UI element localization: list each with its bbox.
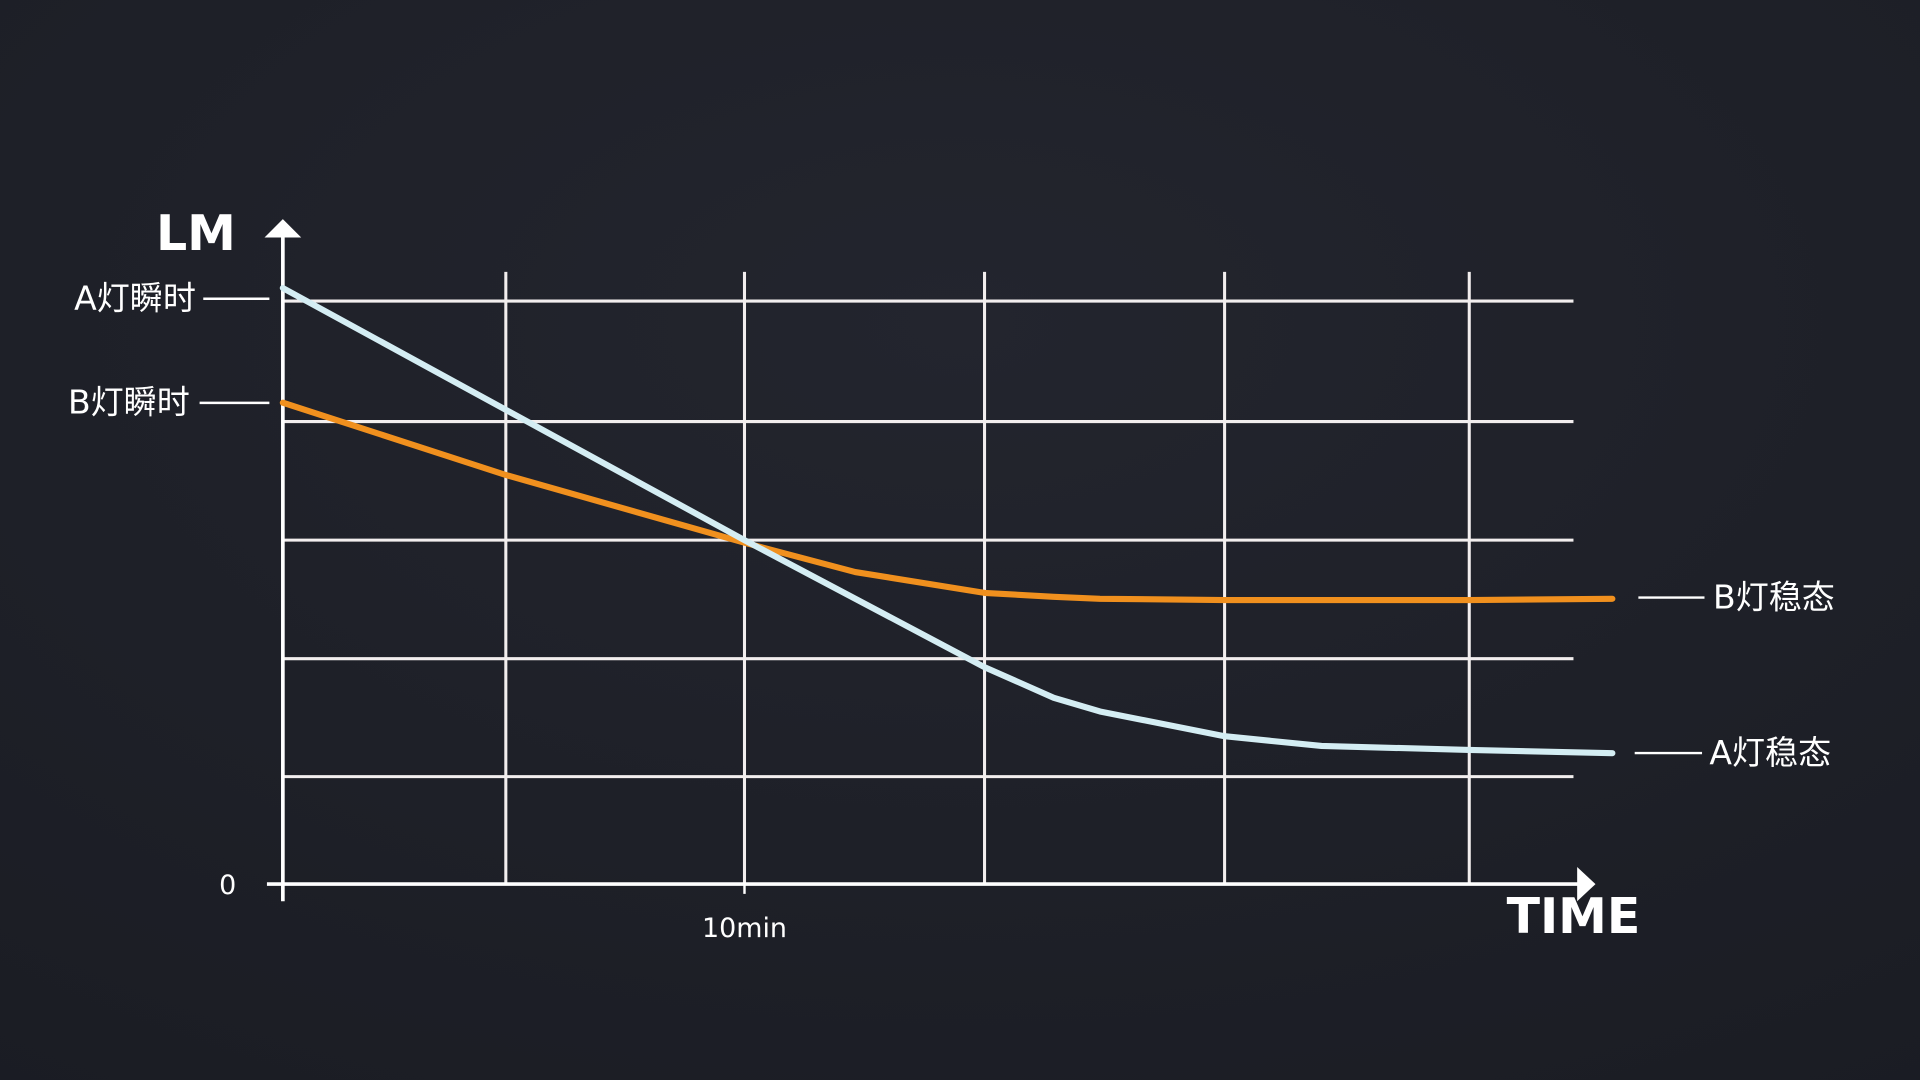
y-axis-label: LM	[156, 205, 236, 262]
annotation: A灯稳态	[1709, 733, 1831, 772]
x-axis-label: TIME	[1507, 888, 1641, 945]
series-line	[279, 399, 1616, 604]
x-tick-label: 10min	[702, 913, 787, 944]
y-tick-label: 0	[219, 870, 236, 901]
x-axis-arrow	[1577, 866, 1596, 902]
annotation: B灯稳态	[1713, 577, 1835, 616]
annotation: A灯瞬时	[74, 279, 196, 318]
series-line	[279, 284, 1616, 757]
annotation: B灯瞬时	[68, 383, 190, 422]
y-axis-arrow	[264, 219, 302, 238]
